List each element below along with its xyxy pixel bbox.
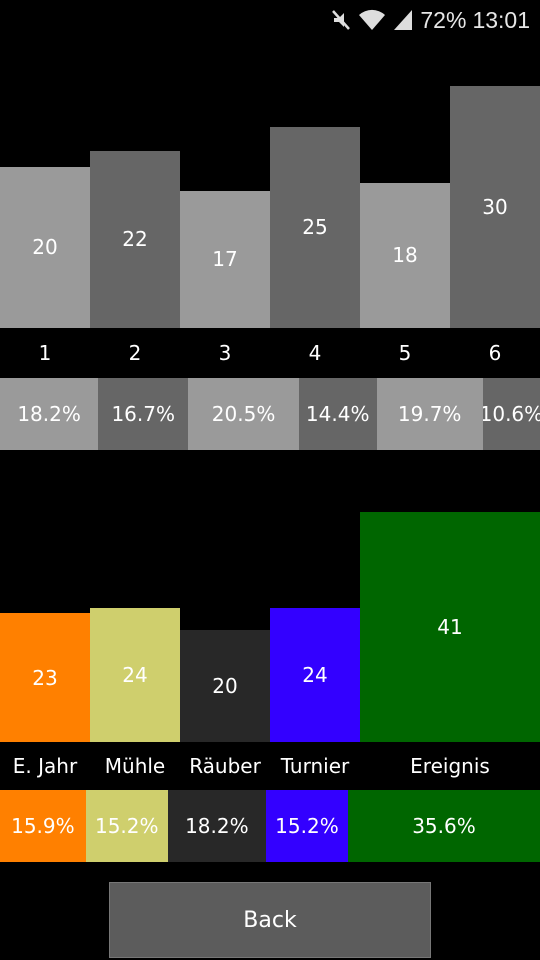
dice-bar-4: 25 — [270, 126, 360, 328]
event-percentage-cell-3: 18.2% — [167, 790, 266, 862]
event-bar-chart: 23 24 20 24 41 — [0, 450, 540, 742]
dice-bar-value-2: 22 — [122, 227, 148, 252]
signal-icon — [394, 10, 413, 30]
dice-bar-3: 17 — [180, 190, 270, 328]
battery-percentage: 72% — [420, 6, 467, 33]
dice-bar-6: 30 — [450, 86, 540, 328]
event-bar-3: 20 — [180, 630, 270, 742]
dice-bar-value-6: 30 — [482, 195, 508, 220]
event-bar-1: 23 — [0, 613, 90, 742]
event-bar-value-4: 24 — [302, 662, 328, 687]
wifi-icon — [359, 9, 386, 30]
dice-bar-2: 22 — [90, 150, 180, 328]
event-percentage-cell-5: 35.6% — [347, 790, 540, 862]
event-bar-value-3: 20 — [212, 674, 238, 698]
status-icons: 72% 13:01 — [330, 6, 530, 34]
event-percentage-cell-1: 15.9% — [0, 790, 86, 862]
dice-bar-value-3: 17 — [212, 247, 238, 272]
event-bar-value-1: 23 — [32, 665, 58, 690]
dice-category-row: 1 2 3 4 5 6 — [0, 328, 540, 378]
dice-bar-5: 18 — [360, 182, 450, 328]
event-category-label-3: Räuber — [189, 754, 261, 778]
dice-category-label-2: 2 — [128, 341, 142, 365]
dice-category-label-6: 6 — [488, 341, 502, 365]
dice-percentage-cell-5: 19.7% — [376, 378, 483, 450]
dice-category-label-1: 1 — [38, 341, 52, 365]
event-bar-5: 41 — [360, 512, 540, 742]
event-category-row: E. Jahr Mühle Räuber Turnier Ereignis — [0, 742, 540, 790]
dice-bar-1: 20 — [0, 166, 90, 328]
event-bar-value-2: 24 — [122, 662, 148, 687]
event-percentage-cell-4: 15.2% — [265, 790, 348, 862]
event-category-label-4: Turnier — [280, 754, 350, 778]
clock: 13:01 — [472, 6, 530, 33]
dice-bar-value-4: 25 — [302, 215, 328, 240]
status-bar: 72% 13:01 — [0, 0, 540, 40]
dice-percentage-row: 18.2% 16.7% 20.5% 14.4% 19.7% 10.6% — [0, 378, 540, 450]
event-percentage-cell-2: 15.2% — [85, 790, 168, 862]
event-bar-value-5: 41 — [437, 615, 463, 640]
event-bar-2: 24 — [90, 607, 180, 742]
dice-bar-chart: 20 22 17 25 18 30 — [0, 40, 540, 328]
event-category-label-5: Ereignis — [410, 754, 490, 778]
dice-bar-value-1: 20 — [32, 235, 58, 260]
dice-category-label-5: 5 — [398, 341, 412, 365]
dice-bar-value-5: 18 — [392, 243, 418, 268]
dice-category-label-3: 3 — [218, 341, 232, 365]
dice-percentage-cell-6: 10.6% — [482, 378, 540, 450]
event-bar-4: 24 — [270, 607, 360, 742]
dice-category-label-4: 4 — [308, 341, 322, 365]
back-button[interactable]: Back — [109, 882, 431, 958]
event-category-label-2: Mühle — [104, 754, 166, 778]
mute-icon — [332, 10, 351, 30]
dice-percentage-cell-3: 20.5% — [188, 378, 299, 450]
dice-percentage-cell-2: 16.7% — [98, 378, 189, 450]
dice-percentage-cell-4: 14.4% — [298, 378, 377, 450]
dice-percentage-cell-1: 18.2% — [0, 378, 99, 450]
event-percentage-row: 15.9% 15.2% 18.2% 15.2% 35.6% — [0, 790, 540, 862]
event-category-label-1: E. Jahr — [12, 754, 78, 778]
